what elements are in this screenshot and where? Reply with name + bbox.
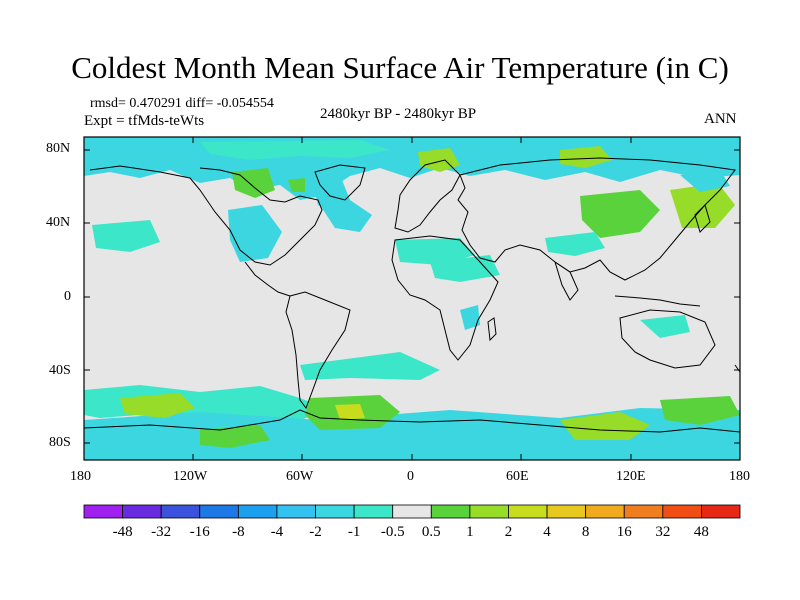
- canada-positive-small: [288, 178, 305, 192]
- coast-asia: [457, 157, 736, 281]
- colorbar-swatch: [585, 504, 625, 519]
- coast-central-america: [244, 261, 291, 297]
- colorbar-label: -2: [309, 524, 322, 540]
- colorbar-swatch: [199, 504, 239, 519]
- colorbar-label: 48: [694, 524, 709, 540]
- expt-text: Expt = tfMds-teWts: [84, 113, 205, 129]
- australia-negative: [640, 315, 690, 338]
- lon-label-120w: 120W: [173, 469, 208, 484]
- colorbar-swatch: [122, 504, 162, 519]
- colorbar-swatch: [160, 504, 201, 519]
- east-asia-positive: [670, 183, 735, 228]
- coast-india: [554, 260, 579, 301]
- season-text: ANN: [704, 111, 737, 127]
- africa-negative: [460, 305, 480, 330]
- coast-north-america: [89, 165, 323, 266]
- anomaly-field: [84, 137, 740, 460]
- lat-label-80s: 80S: [49, 435, 71, 450]
- coast-japan: [694, 204, 711, 233]
- siberia-positive: [560, 146, 612, 168]
- lon-label-60w: 60W: [286, 469, 314, 484]
- canada-positive: [232, 168, 275, 198]
- map-ticks: [84, 137, 740, 460]
- colorbar-swatch: [237, 504, 278, 519]
- antarctic-positive-yellow: [335, 404, 365, 420]
- scandinavia-positive: [418, 148, 460, 172]
- colorbar-label: 0.5: [422, 524, 441, 540]
- colorbar-swatch: [353, 504, 394, 519]
- coast-indonesia: [614, 295, 701, 307]
- antarctic-positive-east: [560, 412, 650, 440]
- north-america-negative: [228, 205, 282, 262]
- colorbar-swatch: [430, 504, 471, 519]
- sahara-negative: [430, 255, 500, 282]
- colorbar-swatch: [508, 504, 548, 519]
- colorbar-label: 8: [582, 524, 590, 540]
- india-negative: [545, 232, 605, 256]
- colorbar-swatch: [623, 504, 664, 519]
- colorbar-swatch: [276, 504, 316, 519]
- colorbar-label: -1: [348, 524, 361, 540]
- colorbar-label: -16: [190, 524, 210, 540]
- southern-ocean-negative-band: [300, 352, 440, 380]
- lat-label-40s: 40S: [49, 363, 71, 378]
- antarctic-negative-band: [84, 408, 740, 460]
- coast-madagascar: [487, 317, 497, 342]
- coast-australia: [619, 309, 716, 369]
- antarctic-positive-south: [200, 425, 270, 448]
- east-asia-negative: [680, 170, 730, 192]
- lat-label-0: 0: [64, 289, 71, 304]
- north-pacific-negative: [92, 220, 160, 252]
- colorbar-label: -48: [113, 524, 133, 540]
- coast-africa: [391, 235, 499, 361]
- colorbar-label: 4: [543, 524, 551, 540]
- colorbar-label: 1: [466, 524, 474, 540]
- coast-greenland: [314, 164, 366, 201]
- coast-new-zealand: [734, 364, 740, 373]
- colorbar: -48 -32 -16 -8 -4 -2 -1 -0.5 0.5 1 2 4 8 16 32 48: [83, 504, 741, 540]
- mediterranean-negative: [395, 238, 475, 265]
- colorbar-label: -0.5: [381, 524, 405, 540]
- lon-label-180-left: 180: [70, 469, 91, 484]
- colorbar-swatch: [662, 504, 702, 519]
- lat-label-80n: 80N: [46, 141, 71, 156]
- lat-label-40n: 40N: [46, 215, 71, 230]
- antarctic-positive-far-east: [660, 396, 740, 425]
- colorbar-label: 2: [505, 524, 513, 540]
- lon-label-0: 0: [407, 469, 414, 484]
- colorbar-swatch: [315, 504, 355, 519]
- colorbar-label: -8: [232, 524, 245, 540]
- lon-label-60e: 60E: [506, 469, 529, 484]
- map-title: Coldest Month Mean Surface Air Temperatu…: [71, 50, 729, 85]
- colorbar-label: 32: [655, 524, 670, 540]
- lon-label-120e: 120E: [616, 469, 646, 484]
- colorbar-label: -4: [271, 524, 284, 540]
- rmsd-diff-text: rmsd= 0.470291 diff= -0.054554: [90, 96, 274, 111]
- period-text: 2480kyr BP - 2480kyr BP: [320, 106, 477, 122]
- colorbar-swatch: [83, 504, 123, 519]
- lon-label-180-right: 180: [729, 469, 750, 484]
- central-asia-positive: [580, 190, 660, 238]
- arctic-mint-region: [200, 140, 390, 160]
- coastlines: [84, 157, 740, 433]
- colorbar-swatch: [469, 504, 509, 519]
- colorbar-swatch: [701, 504, 741, 519]
- colorbar-label: 16: [617, 524, 633, 540]
- colorbar-label: -32: [151, 524, 171, 540]
- coast-south-america: [285, 291, 351, 410]
- north-atlantic-negative: [320, 200, 372, 232]
- colorbar-swatch: [546, 504, 587, 519]
- antarctic-positive-west: [120, 393, 195, 418]
- colorbar-swatch: [392, 504, 432, 519]
- coast-europe: [394, 159, 461, 233]
- coast-antarctica: [84, 409, 740, 433]
